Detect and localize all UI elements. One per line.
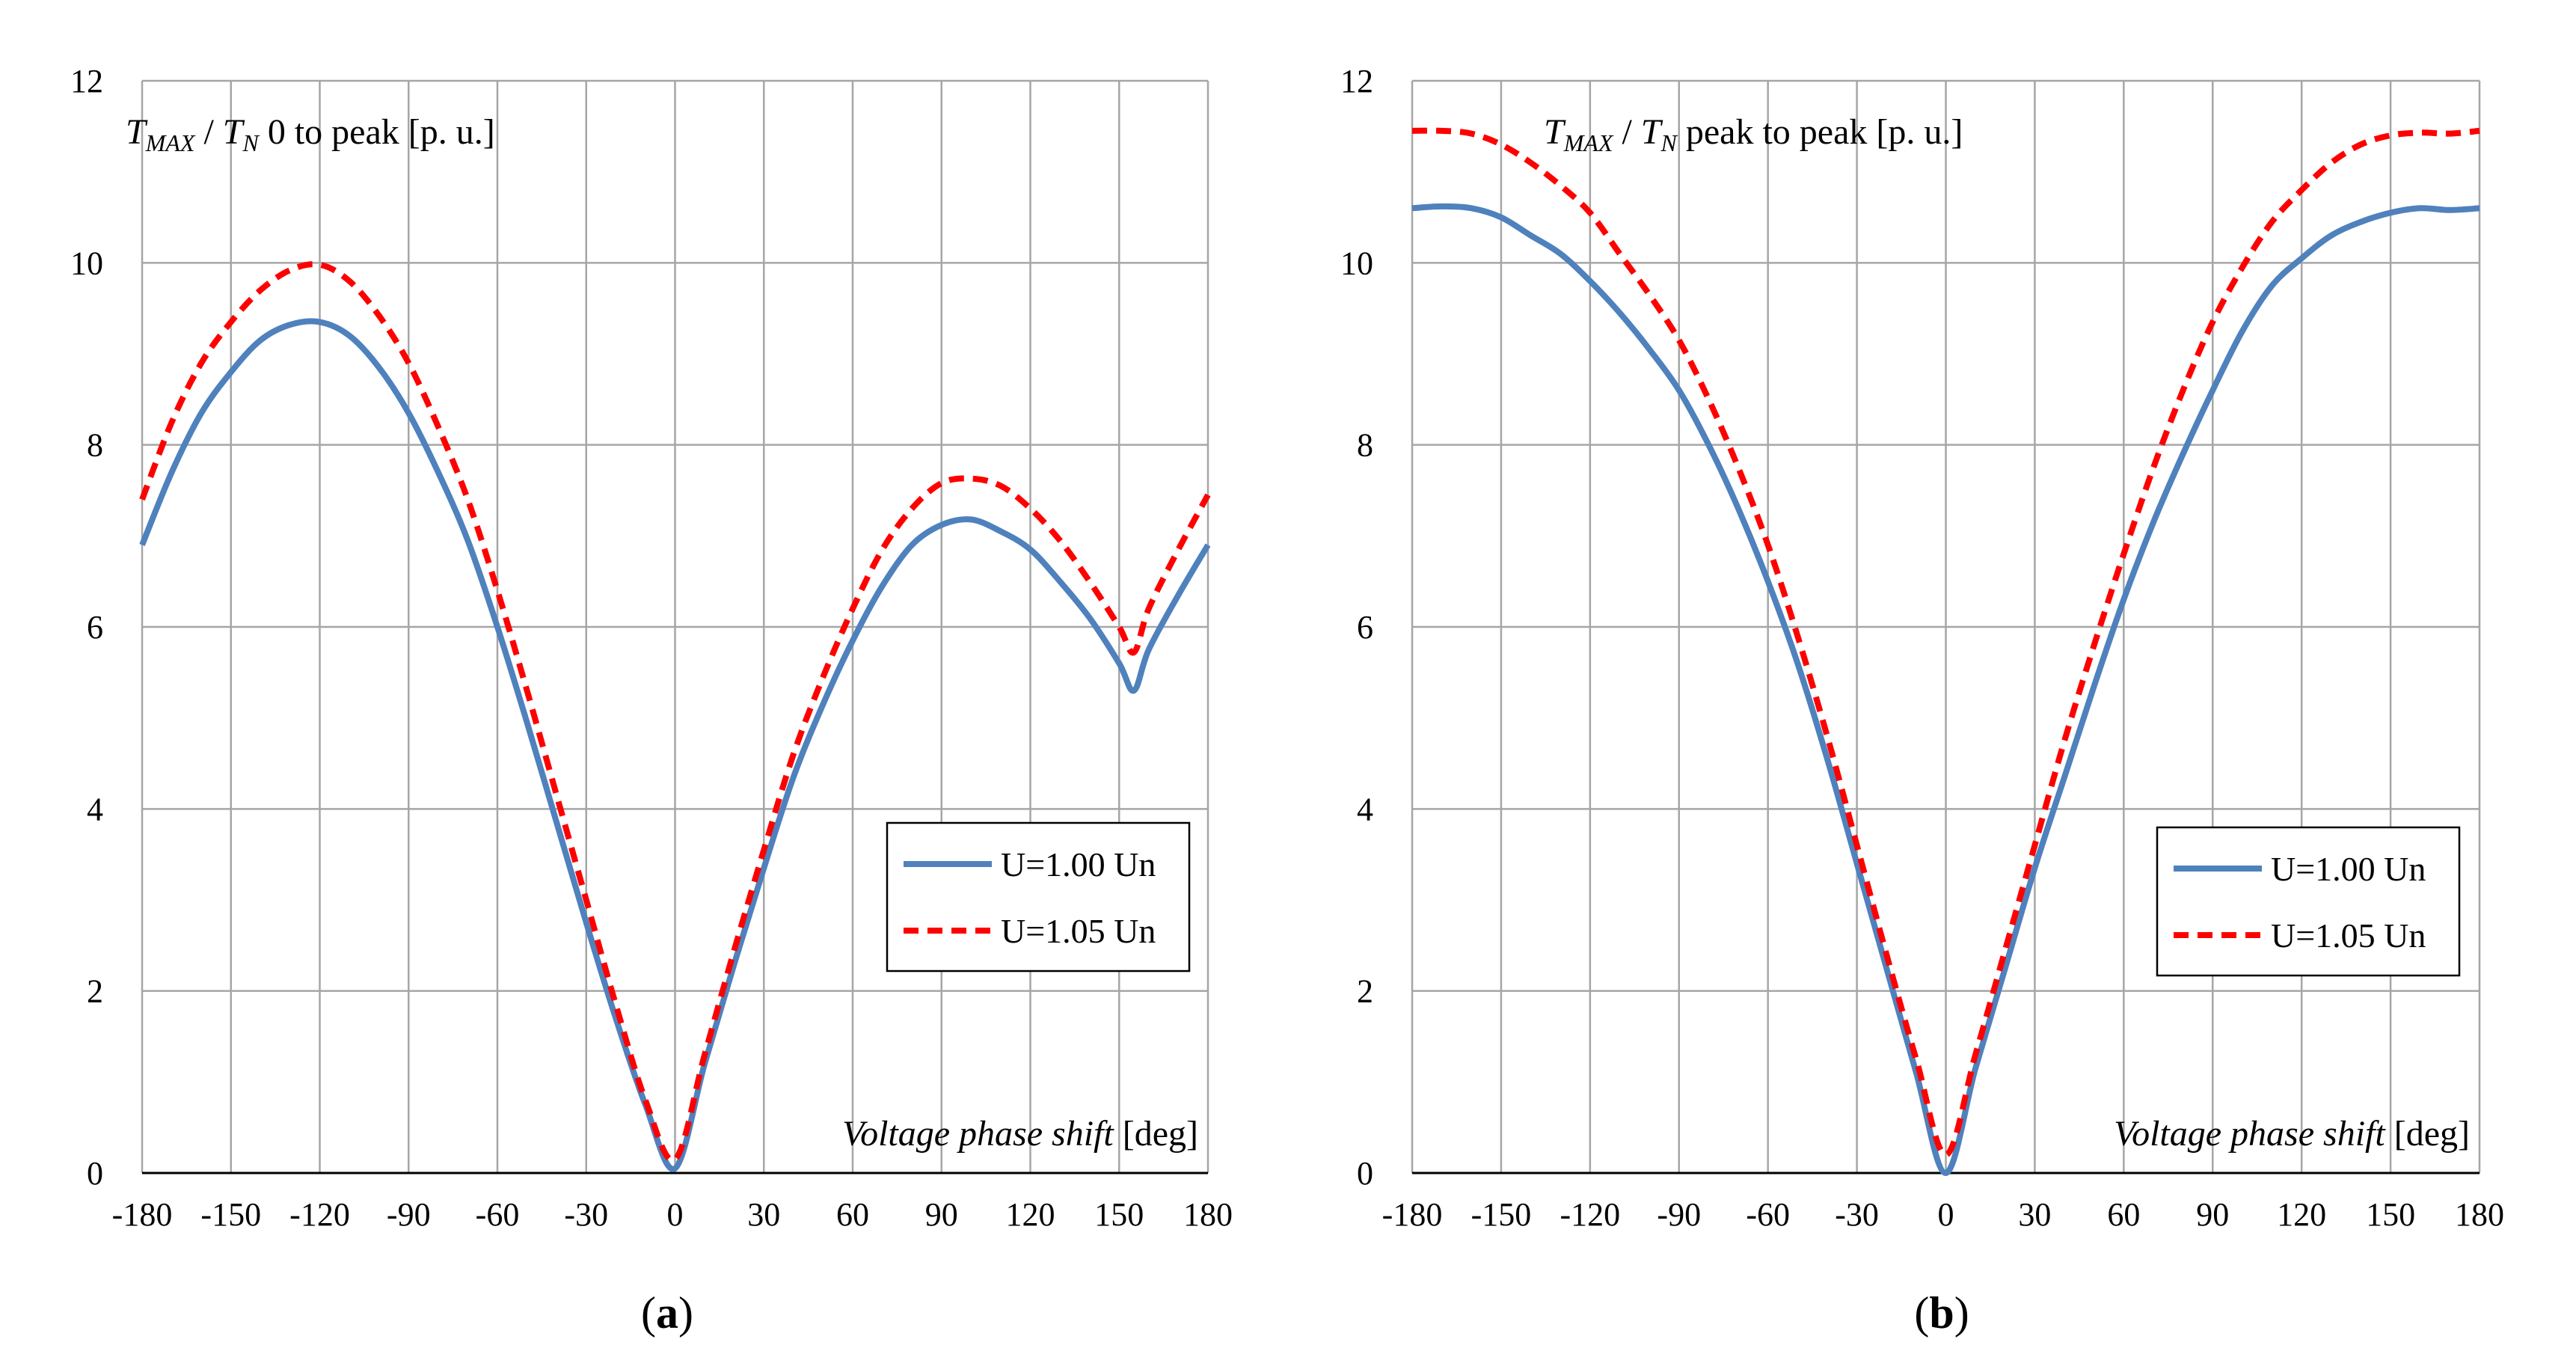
chart-b-ytick-label: 8 xyxy=(1357,427,1373,464)
chart-a-legend-label-2: U=1.05 Un xyxy=(1001,912,1156,950)
chart-b-xtick-label: -90 xyxy=(1657,1196,1701,1233)
chart-b-grid xyxy=(1411,79,2481,1173)
chart-a-xtick-label: -150 xyxy=(200,1196,261,1233)
chart-a-legend: U=1.00 Un U=1.05 Un xyxy=(886,821,1191,973)
chart-a-ytick-label: 2 xyxy=(87,973,103,1010)
chart-a-xtick-label: 30 xyxy=(747,1196,780,1233)
chart-b-series-u100-line xyxy=(1411,203,2480,1176)
chart-a-xtick-label: 0 xyxy=(667,1196,684,1233)
chart-a-title: TMAX / TN 0 to peak [p. u.] xyxy=(126,112,495,156)
chart-b-xtick-label: 180 xyxy=(2455,1196,2504,1233)
chart-b-legend-label-1: U=1.00 Un xyxy=(2271,850,2426,888)
chart-a-xtick-label: 60 xyxy=(836,1196,869,1233)
chart-b-xtick-label: 60 xyxy=(2107,1196,2140,1233)
chart-a-xlabel: Voltage phase shift [deg] xyxy=(842,1114,1198,1154)
chart-b-xtick-label: 90 xyxy=(2196,1196,2229,1233)
chart-a-xtick-label: -30 xyxy=(564,1196,608,1233)
chart-b-xtick-label: -150 xyxy=(1471,1196,1532,1233)
chart-b-xlabel: Voltage phase shift [deg] xyxy=(2114,1114,2470,1154)
chart-b-legend-box xyxy=(2156,826,2461,977)
chart-a-xtick-label: -120 xyxy=(289,1196,350,1233)
chart-b-xtick-label: 150 xyxy=(2366,1196,2415,1233)
chart-b-ytick-label: 2 xyxy=(1357,973,1373,1010)
chart-a-xtick-label: 90 xyxy=(925,1196,958,1233)
chart-b-panel-label: (b) xyxy=(1914,1288,1969,1338)
chart-b-xtick-label: 120 xyxy=(2277,1196,2326,1233)
chart-b-ytick-label: 10 xyxy=(1340,245,1373,281)
chart-b-legend: U=1.00 Un U=1.05 Un xyxy=(2156,826,2461,977)
chart-a-xtick-label: -90 xyxy=(387,1196,431,1233)
chart-b-xtick-label: 30 xyxy=(2018,1196,2051,1233)
chart-a-ytick-label: 0 xyxy=(87,1155,103,1192)
chart-b-title: TMAX / TN peak to peak [p. u.] xyxy=(1544,112,1963,156)
chart-a-series-u100-line xyxy=(139,318,1211,1172)
chart-a-panel-label: (a) xyxy=(641,1288,693,1338)
chart-a-xtick-label: -60 xyxy=(476,1196,520,1233)
chart-a-legend-label-1: U=1.00 Un xyxy=(1001,845,1156,883)
chart-a-xtick-label: 150 xyxy=(1094,1196,1144,1233)
chart-a-ytick-labels: 0 2 4 6 8 10 12 xyxy=(70,63,103,1192)
chart-a-xtick-label: 180 xyxy=(1183,1196,1233,1233)
chart-b-ytick-label: 12 xyxy=(1340,63,1373,99)
chart-a-xtick-labels: -180 -150 -120 -90 -60 -30 0 30 60 90 120 150 180 xyxy=(112,1196,1233,1233)
chart-a-ytick-label: 4 xyxy=(87,791,103,827)
chart-b-series xyxy=(1411,127,2480,1176)
chart-b-xtick-label: -120 xyxy=(1560,1196,1621,1233)
chart-a-series-u105-line xyxy=(139,261,1211,1164)
chart-b-legend-label-2: U=1.05 Un xyxy=(2271,916,2426,955)
chart-b-ytick-labels: 0 2 4 6 8 10 12 xyxy=(1340,63,1373,1192)
chart-a-xtick-label: -180 xyxy=(112,1196,173,1233)
chart-a-ytick-label: 8 xyxy=(87,427,103,464)
chart-b-xtick-label: 0 xyxy=(1938,1196,1954,1233)
chart-a-grid xyxy=(141,79,1209,1173)
chart-b-ytick-label: 6 xyxy=(1357,609,1373,646)
chart-a-ytick-label: 12 xyxy=(70,63,103,99)
chart-b-xtick-label: -180 xyxy=(1382,1196,1443,1233)
chart-a-xtick-label: 120 xyxy=(1006,1196,1055,1233)
chart-a-series xyxy=(139,261,1211,1172)
chart-a-ytick-label: 6 xyxy=(87,609,103,646)
chart-b-xtick-labels: -180 -150 -120 -90 -60 -30 0 30 60 90 120 150 180 xyxy=(1382,1196,2504,1233)
chart-a-ytick-label: 10 xyxy=(70,245,103,281)
chart-b-ytick-label: 4 xyxy=(1357,791,1373,827)
chart-b-xtick-label: -60 xyxy=(1746,1196,1790,1233)
chart-b-ytick-label: 0 xyxy=(1357,1155,1373,1192)
chart-a-legend-box xyxy=(886,821,1191,973)
chart-panel-b: 0 2 4 6 8 10 12 -180 -150 -120 -90 -60 -30 0 30 60 90 12… xyxy=(1340,63,2504,1338)
chart-panel-a: 0 2 4 6 8 10 12 -180 -150 -120 -90 -60 -30 0 30 60 90 12… xyxy=(70,63,1233,1338)
chart-b-xtick-label: -30 xyxy=(1835,1196,1879,1233)
